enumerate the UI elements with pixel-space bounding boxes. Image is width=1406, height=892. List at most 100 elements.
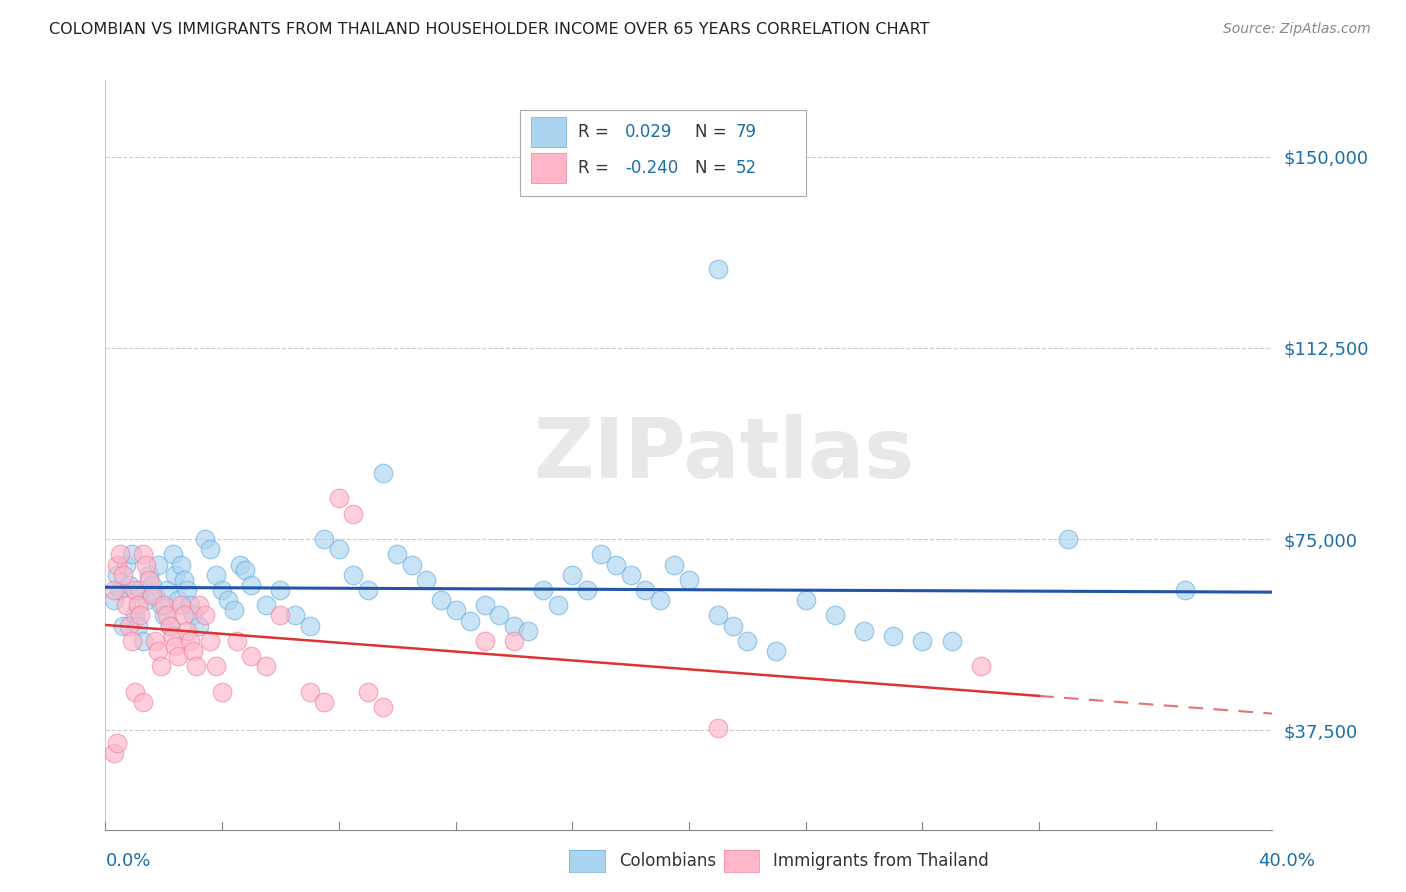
Point: [222, 603, 245, 617]
Point: [135, 558, 157, 572]
Point: [211, 685, 233, 699]
Point: [149, 659, 172, 673]
Point: [129, 582, 152, 597]
Point: [911, 634, 934, 648]
Point: [314, 695, 336, 709]
Point: [648, 593, 671, 607]
Point: [357, 685, 380, 699]
Point: [179, 634, 201, 648]
Point: [619, 567, 641, 582]
Point: [194, 532, 217, 546]
Point: [517, 624, 540, 638]
Point: [105, 558, 128, 572]
Point: [707, 608, 730, 623]
Point: [634, 582, 657, 597]
Point: [129, 608, 152, 623]
Point: [132, 547, 155, 561]
Point: [444, 603, 467, 617]
Point: [664, 558, 686, 572]
Point: [328, 491, 350, 506]
Point: [240, 578, 263, 592]
Point: [143, 588, 166, 602]
Point: [103, 582, 125, 597]
Point: [737, 634, 759, 648]
Point: [707, 261, 730, 276]
Point: [135, 593, 157, 607]
Point: [167, 593, 190, 607]
Point: [187, 618, 209, 632]
Point: [115, 599, 138, 613]
Point: [235, 563, 257, 577]
Point: [167, 649, 190, 664]
Point: [503, 634, 526, 648]
Point: [138, 567, 160, 582]
Point: [194, 608, 217, 623]
Point: [314, 532, 336, 546]
Point: [385, 547, 409, 561]
Text: R =: R =: [578, 123, 614, 141]
Point: [200, 634, 222, 648]
Point: [941, 634, 963, 648]
Point: [605, 558, 627, 572]
Point: [111, 618, 134, 632]
Point: [108, 547, 131, 561]
Point: [254, 599, 277, 613]
Text: 0.029: 0.029: [624, 123, 672, 141]
Point: [575, 582, 598, 597]
Text: N =: N =: [695, 159, 731, 177]
Point: [124, 608, 146, 623]
Text: 79: 79: [735, 123, 756, 141]
Point: [254, 659, 277, 673]
Point: [170, 558, 193, 572]
Point: [173, 573, 195, 587]
Point: [165, 639, 187, 653]
Point: [765, 644, 787, 658]
Point: [115, 558, 138, 572]
Point: [138, 573, 160, 587]
Point: [824, 608, 846, 623]
Point: [170, 599, 193, 613]
Point: [156, 608, 179, 623]
Point: [141, 578, 163, 592]
Text: ZIPatlas: ZIPatlas: [533, 415, 914, 495]
Point: [371, 466, 394, 480]
Point: [561, 567, 583, 582]
Point: [721, 618, 744, 632]
Point: [357, 582, 380, 597]
Text: 40.0%: 40.0%: [1258, 852, 1315, 870]
Point: [103, 746, 125, 760]
Point: [173, 608, 195, 623]
Point: [181, 644, 204, 658]
Point: [111, 567, 134, 582]
Point: [121, 547, 143, 561]
Point: [146, 558, 169, 572]
Point: [205, 567, 228, 582]
Point: [176, 624, 198, 638]
Point: [852, 624, 875, 638]
Point: [458, 614, 481, 628]
Point: [591, 547, 613, 561]
Point: [298, 618, 321, 632]
Point: [176, 582, 198, 597]
Point: [181, 608, 204, 623]
Point: [165, 567, 187, 582]
Point: [205, 659, 228, 673]
Point: [153, 608, 174, 623]
Point: [415, 573, 437, 587]
Point: [503, 618, 526, 632]
Text: -0.240: -0.240: [624, 159, 678, 177]
Text: 52: 52: [735, 159, 756, 177]
Point: [127, 599, 149, 613]
Point: [132, 634, 155, 648]
Point: [124, 685, 146, 699]
Point: [228, 558, 250, 572]
Point: [118, 578, 141, 592]
Point: [146, 644, 169, 658]
Point: [328, 542, 350, 557]
Point: [217, 593, 239, 607]
Text: COLOMBIAN VS IMMIGRANTS FROM THAILAND HOUSEHOLDER INCOME OVER 65 YEARS CORRELATI: COLOMBIAN VS IMMIGRANTS FROM THAILAND HO…: [49, 22, 929, 37]
Point: [269, 608, 292, 623]
Point: [401, 558, 423, 572]
FancyBboxPatch shape: [531, 117, 567, 147]
Point: [143, 634, 166, 648]
